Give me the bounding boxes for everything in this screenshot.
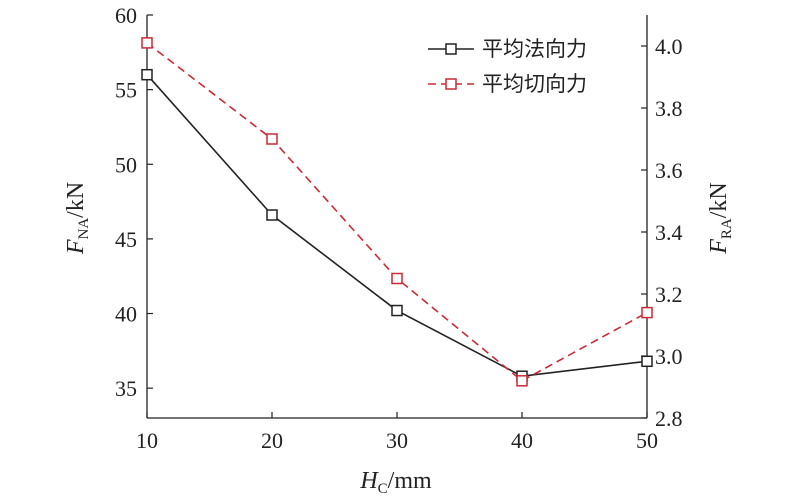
legend-marker-2	[445, 78, 457, 90]
series-layer	[141, 37, 653, 387]
series-2-point	[641, 306, 653, 319]
series-1-point	[141, 68, 153, 81]
y-right-tick-label: 3.0	[655, 344, 683, 369]
x-tick-label: 40	[511, 428, 533, 453]
x-tick-label: 30	[386, 428, 408, 453]
y-left-tick-label: 40	[115, 302, 137, 327]
series-2-point	[266, 133, 278, 145]
series-line-1	[146, 74, 648, 378]
legend-label-1: 平均法向力	[482, 37, 587, 61]
y-axis-left: 35 40 45 50 55 60	[115, 3, 153, 401]
y-left-tick-label: 35	[115, 376, 137, 401]
y-right-tick-label: 3.8	[655, 96, 683, 121]
legend-marker-1	[445, 43, 457, 55]
x-tick-label: 20	[261, 428, 283, 453]
legend-label-2: 平均切向力	[482, 72, 587, 96]
y-left-tick-label: 60	[115, 3, 137, 28]
y-right-tick-label: 3.6	[655, 158, 683, 183]
x-tick-label: 50	[636, 428, 658, 453]
x-axis-label: HC/mm	[359, 468, 432, 497]
y-axis-left-label: FNA/kN	[63, 182, 92, 255]
x-tick-label: 10	[136, 428, 158, 453]
series-1-point	[641, 355, 653, 368]
series-1-point	[266, 209, 278, 221]
y-right-tick-label: 2.8	[655, 406, 683, 431]
y-left-tick-label: 45	[115, 227, 137, 252]
y-axis-right: 2.8 3.0 3.2 3.4 3.6 3.8 4.0	[641, 34, 683, 431]
series-1-point	[391, 304, 403, 317]
series-2-point	[391, 272, 403, 285]
y-right-tick-label: 3.2	[655, 282, 683, 307]
y-right-tick-label: 3.4	[655, 220, 683, 245]
series-2-point	[141, 37, 153, 49]
y-left-tick-label: 50	[115, 152, 137, 177]
y-axis-right-label: FRA/kN	[706, 182, 735, 255]
series-2-point	[516, 375, 528, 387]
y-left-tick-label: 55	[115, 78, 137, 103]
y-right-tick-label: 4.0	[655, 34, 683, 59]
x-axis: 10 20 30 40 50	[136, 412, 658, 453]
